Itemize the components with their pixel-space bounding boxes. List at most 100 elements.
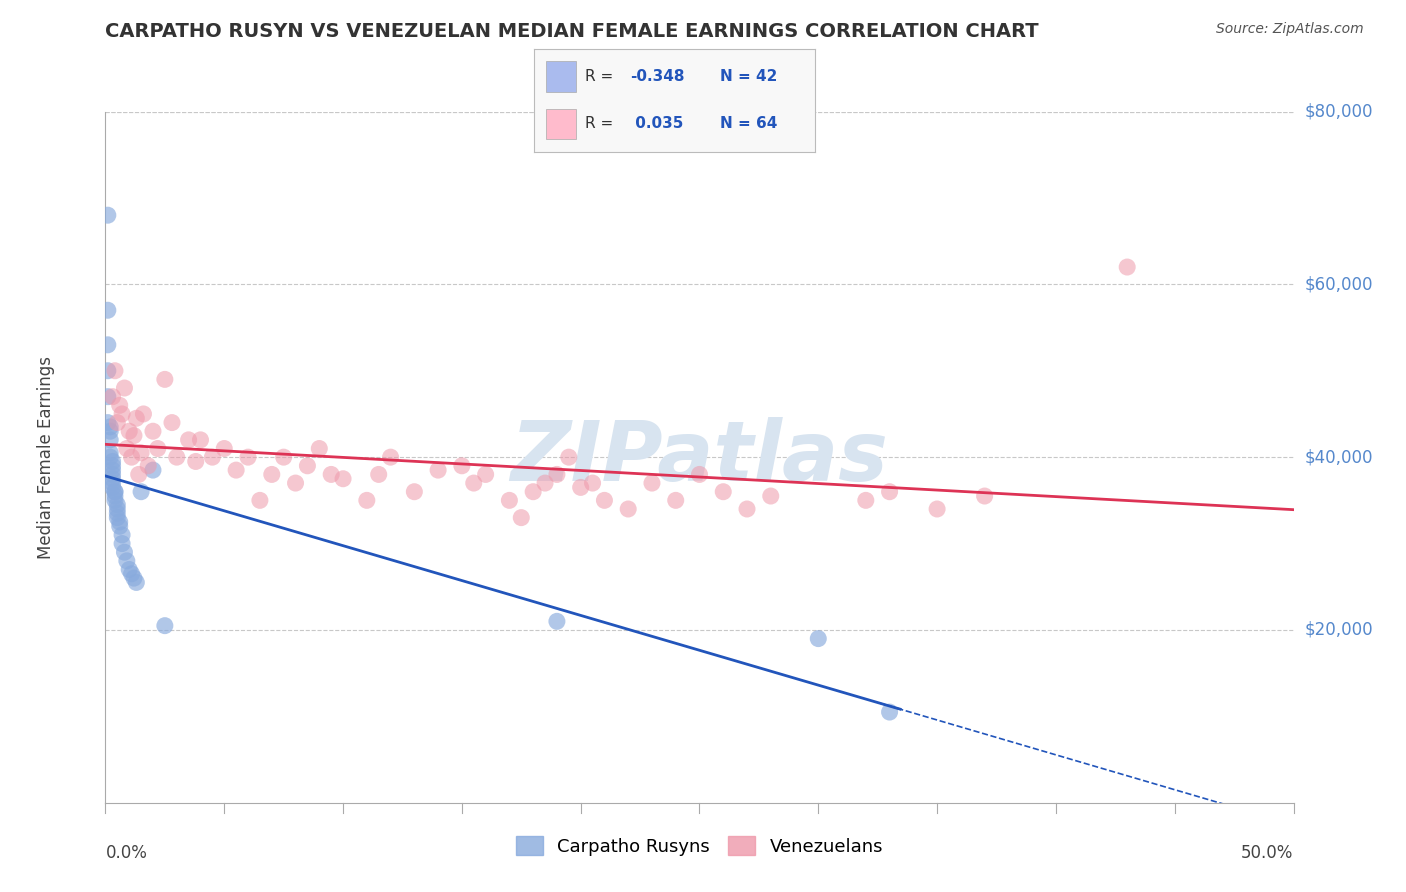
Text: $20,000: $20,000 bbox=[1305, 621, 1374, 639]
Point bbox=[190, 433, 212, 447]
Point bbox=[111, 536, 134, 550]
Point bbox=[104, 484, 127, 499]
Point bbox=[759, 489, 782, 503]
Point bbox=[108, 398, 131, 412]
Point bbox=[129, 446, 152, 460]
Point bbox=[97, 338, 120, 352]
Point bbox=[118, 562, 141, 576]
Point bbox=[498, 493, 520, 508]
Legend: Carpatho Rusyns, Venezuelans: Carpatho Rusyns, Venezuelans bbox=[509, 829, 890, 863]
Text: N = 42: N = 42 bbox=[720, 70, 778, 84]
Point bbox=[166, 450, 188, 465]
Point bbox=[249, 493, 271, 508]
Text: -0.348: -0.348 bbox=[630, 70, 685, 84]
Text: Median Female Earnings: Median Female Earnings bbox=[37, 356, 55, 558]
Point bbox=[118, 424, 141, 438]
FancyBboxPatch shape bbox=[546, 62, 576, 92]
Text: 0.035: 0.035 bbox=[630, 117, 683, 131]
Point bbox=[101, 467, 124, 482]
Point bbox=[97, 364, 120, 378]
Point bbox=[101, 458, 124, 473]
Point bbox=[101, 390, 124, 404]
Point bbox=[98, 450, 121, 465]
Point bbox=[581, 476, 603, 491]
Point bbox=[108, 515, 131, 529]
Point bbox=[474, 467, 496, 482]
Point bbox=[546, 615, 568, 629]
Point bbox=[122, 571, 145, 585]
Text: Source: ZipAtlas.com: Source: ZipAtlas.com bbox=[1216, 22, 1364, 37]
Point bbox=[101, 480, 124, 494]
Point bbox=[115, 554, 138, 568]
Point bbox=[97, 416, 120, 430]
Point bbox=[114, 381, 136, 395]
Point bbox=[160, 416, 183, 430]
Point bbox=[284, 476, 307, 491]
Point bbox=[97, 208, 120, 222]
Point bbox=[689, 467, 711, 482]
Point bbox=[367, 467, 389, 482]
Point bbox=[711, 484, 734, 499]
Point bbox=[617, 502, 640, 516]
Text: $80,000: $80,000 bbox=[1305, 103, 1374, 120]
Text: 50.0%: 50.0% bbox=[1241, 844, 1294, 863]
Point bbox=[855, 493, 877, 508]
Point bbox=[105, 416, 128, 430]
Point bbox=[593, 493, 616, 508]
Point bbox=[142, 424, 165, 438]
Point bbox=[153, 372, 176, 386]
Point bbox=[463, 476, 485, 491]
Text: $60,000: $60,000 bbox=[1305, 276, 1374, 293]
Point bbox=[121, 450, 143, 465]
Point bbox=[177, 433, 200, 447]
Point bbox=[111, 528, 134, 542]
FancyBboxPatch shape bbox=[546, 109, 576, 139]
Point bbox=[308, 442, 330, 456]
Text: ZIPatlas: ZIPatlas bbox=[510, 417, 889, 498]
Point bbox=[105, 502, 128, 516]
Text: N = 64: N = 64 bbox=[720, 117, 778, 131]
Point bbox=[807, 632, 830, 646]
Point bbox=[153, 618, 176, 632]
Point bbox=[125, 411, 148, 425]
Point bbox=[332, 472, 354, 486]
Point bbox=[104, 364, 127, 378]
Point bbox=[1116, 260, 1139, 274]
Point bbox=[569, 480, 592, 494]
Point bbox=[105, 510, 128, 524]
Point bbox=[665, 493, 688, 508]
Point bbox=[128, 467, 150, 482]
Point bbox=[297, 458, 319, 473]
Point bbox=[510, 510, 533, 524]
Point bbox=[111, 407, 134, 421]
Point bbox=[450, 458, 472, 473]
Point bbox=[108, 519, 131, 533]
Text: R =: R = bbox=[585, 117, 613, 131]
Point bbox=[427, 463, 450, 477]
Point bbox=[98, 424, 121, 438]
Point bbox=[98, 446, 121, 460]
Point bbox=[101, 472, 124, 486]
Point bbox=[101, 463, 124, 477]
Point bbox=[104, 484, 127, 499]
Point bbox=[101, 476, 124, 491]
Point bbox=[97, 303, 120, 318]
Point bbox=[380, 450, 402, 465]
Point bbox=[236, 450, 259, 465]
Point bbox=[546, 467, 568, 482]
Point bbox=[98, 420, 121, 434]
Point bbox=[973, 489, 995, 503]
Point bbox=[125, 575, 148, 590]
Point bbox=[201, 450, 224, 465]
Point bbox=[273, 450, 295, 465]
Point bbox=[641, 476, 664, 491]
Point bbox=[98, 433, 121, 447]
Point bbox=[121, 566, 143, 581]
Point bbox=[184, 454, 207, 468]
Point bbox=[105, 498, 128, 512]
Point bbox=[146, 442, 169, 456]
Point bbox=[122, 428, 145, 442]
Point bbox=[735, 502, 758, 516]
Point bbox=[356, 493, 378, 508]
Point bbox=[142, 463, 165, 477]
